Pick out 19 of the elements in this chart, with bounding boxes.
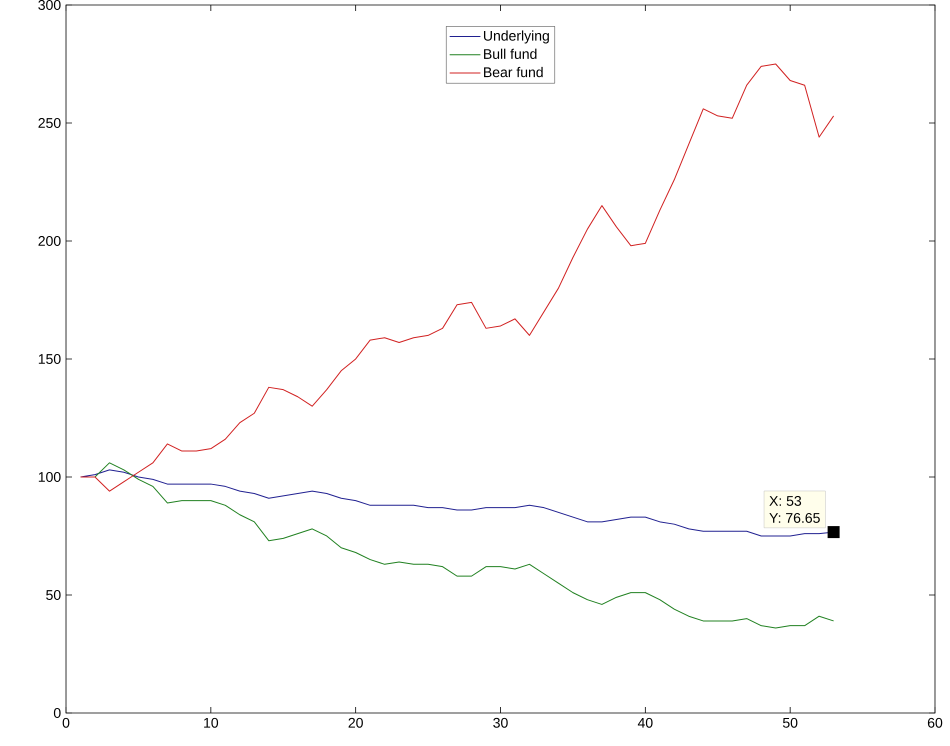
legend-label: Bull fund — [484, 48, 536, 59]
y-tick-label: 300 — [38, 0, 61, 10]
y-tick-label: 150 — [38, 354, 61, 364]
y-tick-label: 250 — [38, 118, 61, 128]
legend-label: Bear fund — [484, 66, 543, 78]
x-tick-label: 20 — [348, 718, 363, 728]
x-tick-label: 50 — [782, 718, 798, 728]
y-tick-label: 50 — [46, 590, 61, 600]
legend-label: Underlying — [484, 30, 549, 44]
y-tick-label: 100 — [38, 472, 61, 482]
x-tick-label: 60 — [928, 718, 942, 728]
annotation: X: 53 — [769, 496, 802, 506]
annotation: Y: 76.65 — [769, 512, 820, 523]
x-tick-label: 0 — [62, 718, 70, 728]
y-tick-label: 0 — [54, 708, 61, 718]
x-tick-label: 40 — [638, 718, 653, 728]
y-tick-label: 200 — [38, 236, 61, 246]
x-tick-label: 30 — [493, 718, 508, 728]
x-tick-label: 10 — [204, 718, 218, 728]
